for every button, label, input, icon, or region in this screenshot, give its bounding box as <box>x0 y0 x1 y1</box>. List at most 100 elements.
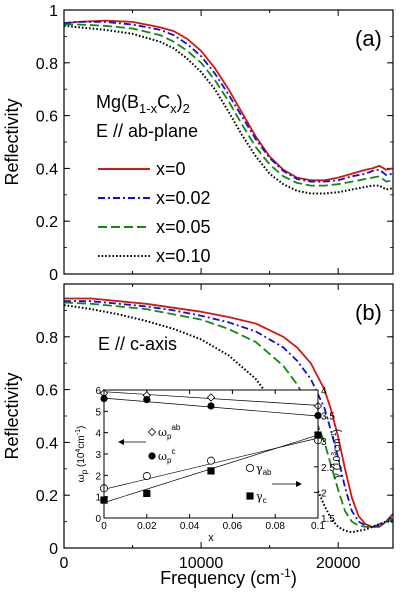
y-tick-label: 0.4 <box>36 161 58 178</box>
inset-left-tick-label: 4 <box>95 429 101 440</box>
legend-label: x=0.10 <box>156 246 211 266</box>
inset-legend-label: ωpab <box>158 423 181 441</box>
legend-sup: c <box>171 447 175 456</box>
y-tick-label: 0 <box>49 267 58 284</box>
legend-sup: ab <box>171 423 180 432</box>
inset-legend-label: γc <box>256 490 267 505</box>
omega-sub: p <box>80 469 89 474</box>
series-line <box>63 24 394 195</box>
marker-diamond <box>147 427 157 437</box>
compound-paren: ) <box>177 92 183 112</box>
marker-circle-open <box>206 456 215 465</box>
inset-x-tick-label: 0.04 <box>180 521 200 532</box>
y-tick-label: 0.8 <box>36 330 58 347</box>
panel-a-legend: x=0 x=0.02 x=0.05 x=0.10 <box>98 159 211 266</box>
legend-symbol: γ <box>256 462 263 475</box>
panel-b-x-axis-label: Frequency (cm-1) <box>160 566 297 588</box>
gamma-symbol: γ <box>332 473 343 479</box>
inset-x-tick-label: 0.08 <box>265 521 285 532</box>
marker-circle-filled <box>143 396 151 404</box>
compound-sub-2: 2 <box>183 101 190 116</box>
x-tick-label: 0 <box>60 555 69 572</box>
inset-arrowhead-left <box>118 439 124 445</box>
y-tick-label: 0.8 <box>36 56 58 73</box>
y-tick-label: 0.2 <box>36 488 58 505</box>
left-unit-a: (10 <box>76 452 87 470</box>
panel-a-series <box>63 19 394 195</box>
panel-a-y-axis-label: Reflectivity <box>2 98 22 185</box>
inset-background <box>104 390 318 518</box>
inset-legend-label: γab <box>256 462 272 477</box>
inset-right-tick-label: 1.5 <box>321 514 335 525</box>
left-unit-exp: 4 <box>75 448 82 452</box>
inset-x-tick-label: 0.06 <box>223 521 243 532</box>
x-tick-label: 20000 <box>316 555 361 572</box>
inset-right-tick-label: 3.5 <box>321 412 335 423</box>
series-line <box>63 20 394 183</box>
legend-label: x=0.05 <box>156 217 211 237</box>
inset-x-tick-label: 0.1 <box>311 521 325 532</box>
left-unit-c: ) <box>76 426 87 429</box>
marker-circle-filled <box>148 452 156 460</box>
panel-a: 0 0.2 0.4 0.6 0.8 1 (a) Reflectivity Mg(B1-xC… <box>2 3 394 284</box>
inset-right-tick-label: 2 <box>321 488 327 499</box>
legend-sub: p <box>167 456 172 465</box>
right-unit-exp2: -1 <box>331 432 338 438</box>
inset-x-tick-label: 0 <box>101 521 107 532</box>
x-axis-label-sup: -1 <box>280 566 291 580</box>
series-line <box>63 304 393 534</box>
series-line <box>64 23 394 187</box>
series-line <box>63 19 394 182</box>
omega-symbol: ω <box>76 474 87 482</box>
marker-square-filled <box>246 492 254 500</box>
inset-right-tick-label: 4 <box>321 386 327 397</box>
right-unit-exp: 3 <box>331 452 338 456</box>
panel-b-frame <box>63 283 394 549</box>
marker-circle-open <box>245 463 254 472</box>
inset-left-axis-label: ωp (104cm-1) <box>75 426 89 483</box>
left-unit-exp2: -1 <box>75 429 82 435</box>
inset-left-tick-label: 2 <box>95 471 101 482</box>
y-tick-label: 0.2 <box>36 214 58 231</box>
x-axis-label-end: ) <box>291 568 297 588</box>
inset-chart: 0 0.02 0.04 0.06 0.08 0.101234561.522.533.54 … <box>75 386 343 544</box>
left-unit-b: cm <box>76 435 87 448</box>
right-unit-a: (10 <box>332 455 343 473</box>
marker-square-filled <box>207 467 215 475</box>
panel-a-frame <box>63 9 394 275</box>
inset-right-axis-label: γ (103cm-1) <box>331 429 343 479</box>
inset-legend-label: ωpc <box>158 447 175 465</box>
legend-symbol: ω <box>158 450 167 463</box>
x-axis-label-main: Frequency (cm <box>160 568 280 588</box>
panel-b-polarization-label: E // c-axis <box>98 334 177 354</box>
marker-circle-filled <box>207 402 215 410</box>
inset-left-tick-label: 0 <box>95 514 101 525</box>
y-tick-label: 0 <box>49 541 58 558</box>
panel-b-ticks: 0 0.2 0.4 0.6 0.8 0 10000 20000 <box>36 283 393 572</box>
inset-x-tick-label: 0.02 <box>137 521 157 532</box>
compound-c: C <box>157 92 170 112</box>
inset-arrowhead-right <box>296 481 302 487</box>
inset-frame <box>103 389 319 519</box>
legend-sub: c <box>263 496 267 505</box>
inset-left-tick-label: 3 <box>95 450 101 461</box>
legend-sub: ab <box>263 468 272 477</box>
inset-right-tick-label: 2.5 <box>321 463 335 474</box>
inset-left-tick-label: 6 <box>95 386 101 397</box>
legend-sub: p <box>167 432 172 441</box>
marker-square-filled <box>143 489 151 498</box>
panel-b-y-axis-label: Reflectivity <box>2 372 22 459</box>
inset-left-tick-label: 5 <box>95 407 101 418</box>
marker-circle-open <box>142 472 151 481</box>
panel-a-ticks: 0 0.2 0.4 0.6 0.8 1 <box>36 3 393 284</box>
panel-a-polarization-label: E // ab-plane <box>96 121 198 141</box>
y-tick-label: 0.4 <box>36 435 58 452</box>
compound-mg: Mg(B <box>96 92 139 112</box>
compound-sub-1: 1-x <box>139 101 158 116</box>
y-tick-label: 0.6 <box>36 109 58 126</box>
panel-a-label: (a) <box>355 26 382 51</box>
inset-right-tick-label: 3 <box>321 437 327 448</box>
legend-symbol: γ <box>256 490 263 503</box>
panel-a-compound-label: Mg(B1-xCx)2 <box>96 92 190 116</box>
